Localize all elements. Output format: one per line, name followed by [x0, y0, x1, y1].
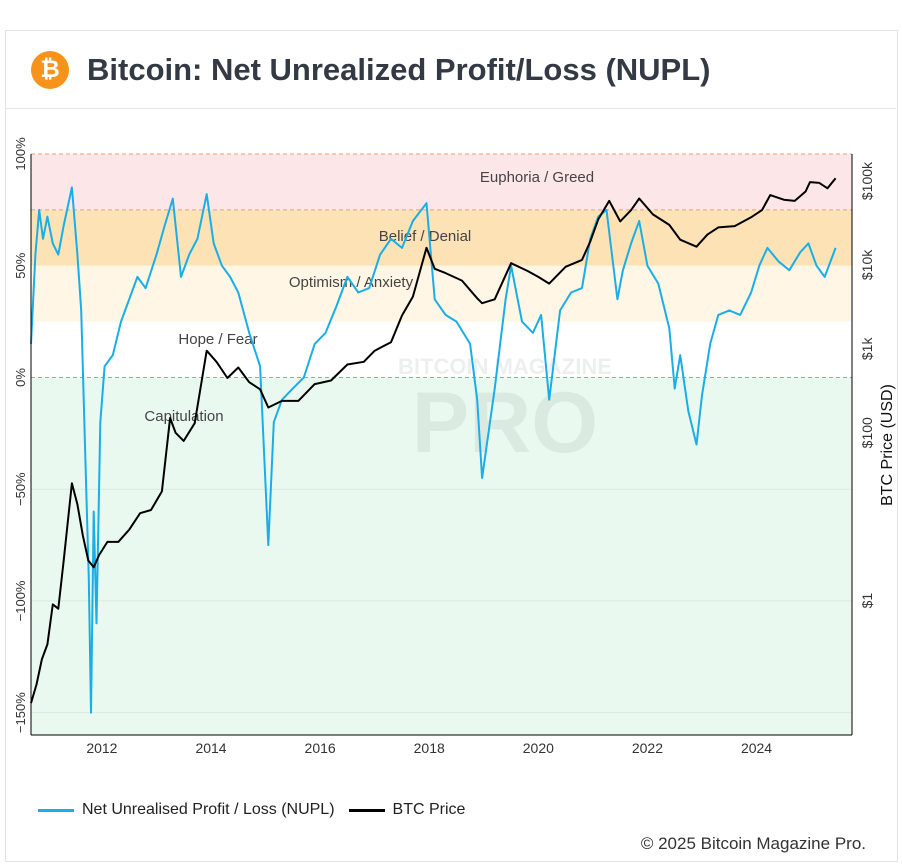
y-right-tick-label: $100k — [859, 161, 875, 200]
y-left-tick-label: 100% — [13, 137, 28, 171]
zone-band — [31, 154, 852, 210]
x-tick-label: 2018 — [414, 740, 445, 756]
page-title: Bitcoin: Net Unrealized Profit/Loss (NUP… — [87, 52, 711, 87]
y-right-tick-label: $1k — [859, 337, 875, 361]
x-tick-label: 2016 — [305, 740, 336, 756]
x-tick-label: 2022 — [632, 740, 663, 756]
y-right-tick-label: $1 — [859, 593, 875, 609]
y-left-tick-label: −50% — [13, 472, 28, 506]
legend: Net Unrealised Profit / Loss (NUPL) BTC … — [38, 801, 479, 819]
y-left-tick-label: 50% — [13, 252, 28, 278]
zone-label: Hope / Fear — [178, 331, 257, 348]
zone-band — [31, 265, 852, 322]
y-right-axis-title: BTC Price (USD) — [879, 384, 896, 506]
x-tick-label: 2012 — [86, 740, 117, 756]
zone-label: Capitulation — [144, 408, 223, 425]
y-left-tick-label: −150% — [13, 692, 28, 733]
legend-swatch-price — [348, 808, 385, 812]
zone-band — [31, 321, 852, 378]
legend-swatch-nupl — [38, 808, 74, 812]
zone-band — [31, 209, 852, 266]
y-right-tick-label: $10k — [859, 249, 875, 280]
y-left-tick-label: 0% — [13, 368, 28, 387]
bitcoin-icon: ₿ — [31, 51, 69, 89]
legend-label-nupl: Net Unrealised Profit / Loss (NUPL) — [82, 801, 335, 818]
x-tick-label: 2024 — [741, 740, 772, 756]
legend-item-price[interactable]: BTC Price — [348, 801, 466, 819]
y-right-tick-label: $100 — [859, 417, 875, 448]
x-tick-label: 2014 — [195, 740, 226, 756]
y-left-tick-label: −100% — [13, 580, 28, 621]
copyright: © 2025 Bitcoin Magazine Pro. — [640, 834, 866, 853]
zone-label: Euphoria / Greed — [480, 169, 594, 186]
chart-card — [5, 30, 898, 862]
nupl-line — [30, 186, 837, 714]
legend-item-nupl[interactable]: Net Unrealised Profit / Loss (NUPL) — [38, 801, 335, 819]
legend-label-price: BTC Price — [392, 801, 466, 818]
watermark-line1: BITCOIN MAGAZINE — [398, 354, 612, 379]
watermark-line2: PRO — [412, 375, 598, 471]
x-tick-label: 2020 — [523, 740, 554, 756]
chart-header: ₿ Bitcoin: Net Unrealized Profit/Loss (N… — [5, 30, 896, 109]
btc-price-line — [30, 177, 837, 704]
zone-label: Belief / Denial — [379, 228, 472, 245]
